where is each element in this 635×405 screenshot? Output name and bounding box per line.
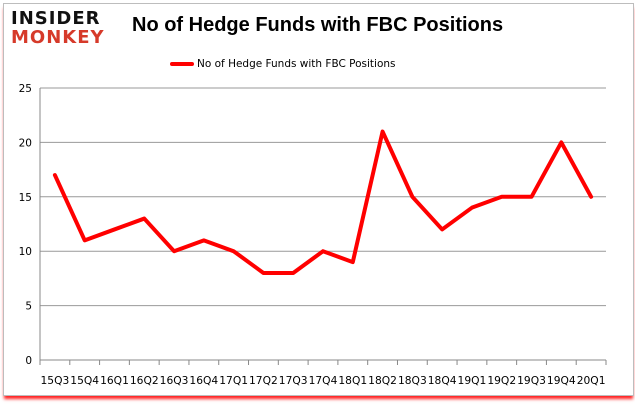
x-tick-label: 18Q3 — [398, 375, 427, 387]
chart-frame: INSIDER MONKEY No of Hedge Funds with FB… — [3, 3, 634, 396]
y-tick-label: 0 — [25, 355, 32, 367]
x-tick-label: 17Q2 — [249, 375, 278, 387]
x-tick-label: 19Q3 — [517, 375, 546, 387]
x-tick-label: 19Q1 — [458, 375, 487, 387]
x-tick-label: 16Q1 — [100, 375, 129, 387]
legend: No of Hedge Funds with FBC Positions — [170, 58, 396, 70]
logo-line-1: INSIDER — [11, 8, 101, 29]
x-tick-label: 19Q4 — [547, 375, 576, 387]
y-tick-label: 10 — [19, 246, 32, 258]
x-tick-label: 15Q3 — [41, 375, 70, 387]
x-tick-label: 20Q1 — [577, 375, 606, 387]
chart-title: No of Hedge Funds with FBC Positions — [132, 14, 504, 36]
x-tick-label: 16Q3 — [160, 375, 189, 387]
y-tick-label: 15 — [19, 192, 32, 204]
x-tick-label: 18Q4 — [428, 375, 457, 387]
x-tick-label: 17Q4 — [309, 375, 338, 387]
series-line — [52, 129, 594, 275]
logo-line-2: MONKEY — [11, 27, 105, 48]
x-tick-label: 18Q1 — [338, 375, 367, 387]
y-tick-label: 5 — [25, 301, 32, 313]
legend-label: No of Hedge Funds with FBC Positions — [197, 58, 396, 70]
legend-swatch — [170, 62, 194, 66]
insider-monkey-logo: INSIDER MONKEY — [11, 9, 105, 47]
x-tick-label: 16Q4 — [189, 375, 218, 387]
x-tick-label: 18Q2 — [368, 375, 397, 387]
x-tick-label: 19Q2 — [487, 375, 516, 387]
x-tick-label: 16Q2 — [130, 375, 159, 387]
x-tick-label: 17Q1 — [219, 375, 248, 387]
y-tick-label: 20 — [19, 137, 32, 149]
x-tick-label: 15Q4 — [70, 375, 99, 387]
x-tick-label: 17Q3 — [279, 375, 308, 387]
y-tick-label: 25 — [19, 83, 32, 95]
